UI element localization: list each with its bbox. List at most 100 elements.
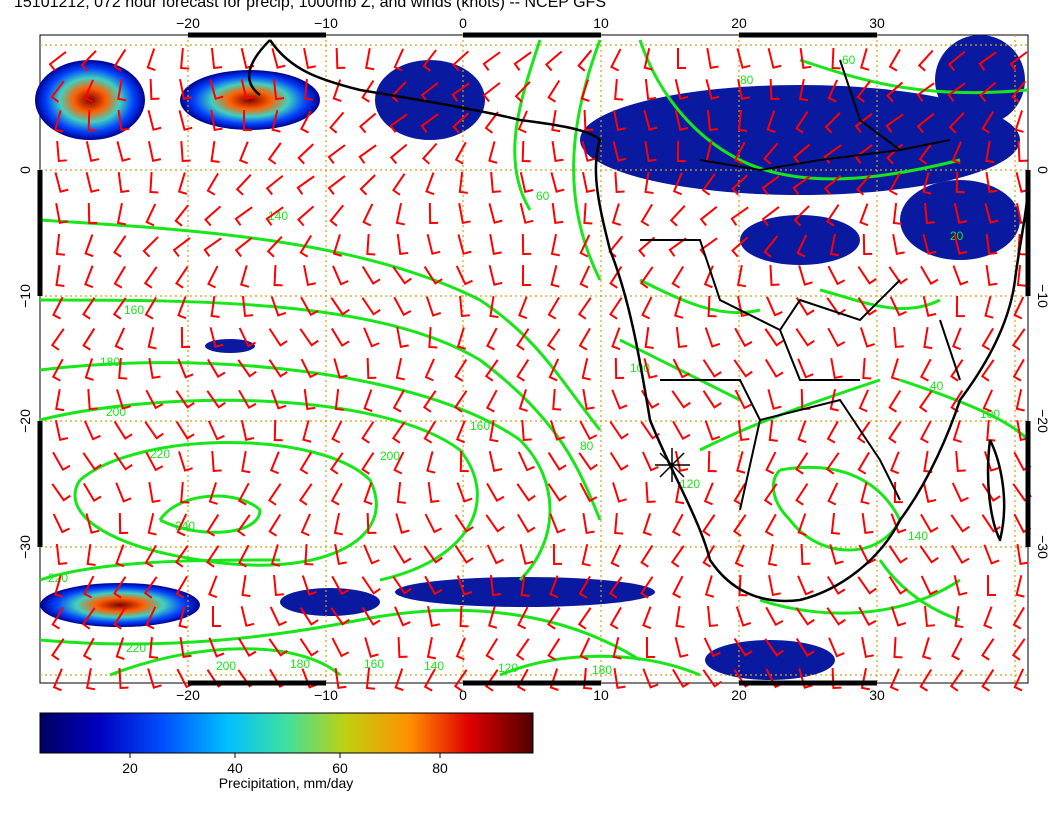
wind-barb (333, 513, 343, 536)
wind-barb (860, 482, 870, 505)
wind-barb (300, 513, 311, 537)
wind-barb (273, 264, 283, 287)
contour-label: 80 (580, 439, 594, 453)
wind-barb (116, 389, 131, 410)
wind-barb (112, 297, 127, 320)
wind-barb (549, 575, 559, 599)
wind-barb (519, 172, 534, 193)
wind-barb (458, 202, 471, 225)
wind-barb (888, 545, 908, 564)
wind-barb (452, 112, 470, 134)
wind-barb (299, 638, 319, 657)
wind-barb (83, 482, 102, 502)
colorbar-tick-label: 20 (122, 760, 138, 776)
wind-barb (981, 638, 995, 661)
wind-barb (145, 389, 164, 410)
wind-barb (457, 234, 472, 255)
precip-blob (900, 180, 1020, 260)
wind-barb (203, 237, 222, 257)
wind-barb (266, 236, 283, 258)
wind-barb (117, 78, 127, 102)
wind-barb (517, 606, 529, 630)
wind-barb (84, 358, 94, 381)
wind-barb (389, 113, 408, 133)
wind-barb (950, 359, 964, 382)
wind-barb (892, 202, 902, 225)
wind-barb (551, 109, 561, 133)
wind-barb (702, 544, 716, 568)
wind-barb (608, 576, 623, 599)
wind-barb (459, 605, 469, 628)
wind-barb (210, 140, 220, 164)
wind-barb (610, 48, 622, 72)
wind-barb (731, 236, 749, 258)
wind-barb (947, 82, 966, 102)
wind-barb (645, 636, 656, 659)
wind-barb (149, 171, 159, 194)
wind-barb (859, 203, 869, 227)
wind-barb (210, 295, 220, 319)
wind-barb (300, 296, 319, 317)
wind-barb (984, 296, 994, 319)
wind-barb (983, 451, 999, 472)
wind-barb (981, 327, 994, 351)
wind-barb (737, 109, 748, 132)
wind-barb (578, 452, 598, 471)
lon-tick-labels: −20 −10 0 10 20 30 −20 −10 0 10 20 30 (176, 15, 885, 703)
wind-barb (117, 171, 130, 194)
wind-barb (1011, 80, 1027, 103)
wind-barb (485, 637, 499, 661)
contour-label-group: 140 160 180 200 220 240 220 220 200 180 … (48, 53, 1000, 677)
wind-barb (454, 545, 474, 564)
wind-barb (737, 78, 750, 100)
contour-line (39, 218, 602, 431)
wind-barb (459, 450, 469, 473)
wind-barb (609, 297, 623, 320)
wind-barb (298, 483, 313, 506)
wind-barb (830, 357, 843, 380)
wind-barb (885, 113, 904, 133)
wind-barb (951, 482, 969, 503)
wind-barb (674, 296, 684, 319)
wind-barb (703, 637, 721, 658)
wind-barb (366, 512, 377, 535)
wind-barb (981, 483, 1001, 502)
wind-barb (454, 141, 467, 165)
wind-barb (335, 47, 346, 70)
wind-barb (707, 605, 719, 628)
precip-blob (740, 215, 860, 265)
contour-line (158, 494, 262, 534)
wind-barb (299, 234, 313, 258)
contour-label: 120 (680, 477, 700, 491)
wind-barb (918, 390, 933, 413)
wind-barb (1013, 668, 1025, 692)
wind-barb (241, 574, 251, 598)
wind-barb (267, 142, 282, 165)
wind-barb (358, 112, 377, 134)
wind-barb (639, 266, 654, 289)
wind-barb (207, 420, 225, 441)
wind-barb (857, 266, 877, 285)
wind-barb (644, 326, 654, 349)
wind-barb (643, 48, 653, 71)
wind-barb (919, 358, 932, 382)
wind-barb (761, 175, 780, 195)
wind-barb (113, 49, 127, 72)
wind-barb (424, 513, 443, 534)
wind-barb (238, 637, 257, 657)
wind-barb (888, 421, 902, 444)
wind-barb (149, 78, 160, 101)
wind-barb (396, 233, 409, 256)
wind-barb (118, 357, 128, 380)
wind-barb (614, 512, 624, 535)
wind-barb (550, 420, 565, 441)
wind-barb (644, 171, 654, 195)
wind-barb (985, 171, 998, 194)
contour-label: 180 (290, 657, 310, 671)
wind-barb (271, 48, 286, 69)
wind-barb (55, 543, 68, 566)
wind-barb (489, 419, 499, 443)
wind-barb (795, 607, 815, 626)
wind-barb (269, 451, 280, 475)
contour-line (39, 361, 552, 582)
